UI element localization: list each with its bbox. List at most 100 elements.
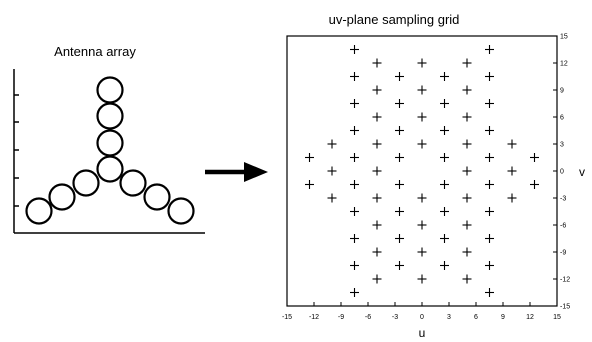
uv-sample-point [350, 288, 359, 297]
uv-sample-point [462, 247, 472, 257]
uv-sample-point [440, 99, 449, 108]
antenna-elements [25, 76, 195, 225]
x-tick-label: -12 [309, 314, 319, 321]
uv-sample-point [395, 180, 404, 189]
uv-sample-point [440, 180, 449, 189]
uv-sample-point [395, 72, 404, 81]
y-tick-label: -3 [560, 196, 566, 203]
uv-sample-point [372, 193, 382, 203]
x-tick-label: 6 [474, 314, 478, 321]
uv-sample-point [440, 126, 449, 135]
antenna-element [96, 102, 124, 130]
uv-sample-point [440, 153, 449, 162]
uv-sample-point [485, 207, 494, 216]
uv-sample-point [327, 193, 337, 203]
uv-sample-point [350, 45, 359, 54]
y-tick-label: 12 [560, 61, 568, 68]
uv-sample-point [417, 274, 427, 284]
x-tick-group: -15 -12 -9 -6 -3 0 3 6 9 12 15 [282, 302, 561, 321]
y-tick-label: -6 [560, 223, 566, 230]
uv-sample-point [462, 220, 472, 230]
uv-sample-point [395, 261, 404, 270]
uv-sample-point [327, 166, 337, 176]
y-tick-group: 15 12 9 6 3 0 -3 -6 -9 -12 -15 [553, 34, 570, 311]
uv-sample-point [350, 234, 359, 243]
uv-sample-point [462, 274, 472, 284]
uv-sample-point [395, 234, 404, 243]
uv-sample-point [507, 193, 517, 203]
uv-sample-point [462, 58, 472, 68]
x-tick-label: 15 [553, 314, 561, 321]
antenna-element [119, 169, 147, 197]
x-axis-label: u [419, 326, 426, 340]
uv-sample-point [417, 58, 427, 68]
x-tick-label: 9 [501, 314, 505, 321]
uv-sample-point [350, 180, 359, 189]
uv-sample-point [485, 99, 494, 108]
antenna-element [25, 197, 53, 225]
uv-sample-point [417, 139, 427, 149]
y-axis-label: v [579, 165, 585, 179]
uv-sample-point [372, 166, 382, 176]
uv-sample-point [485, 180, 494, 189]
uv-sample-point [327, 139, 337, 149]
uv-sample-point [485, 288, 494, 297]
antenna-element [143, 183, 171, 211]
uv-sample-point [305, 153, 314, 162]
y-tick-label: 3 [560, 142, 564, 149]
uv-sample-point [395, 207, 404, 216]
antenna-array-title: Antenna array [54, 44, 136, 59]
uv-sample-point [485, 261, 494, 270]
antenna-element [96, 129, 124, 157]
uv-plane-title: uv-plane sampling grid [329, 12, 460, 27]
uv-sample-points [305, 45, 539, 297]
uv-sample-point [372, 139, 382, 149]
uv-sample-point [417, 220, 427, 230]
uv-sample-point [507, 166, 517, 176]
uv-sample-point [395, 99, 404, 108]
uv-sample-point [485, 153, 494, 162]
antenna-element [96, 155, 124, 183]
y-tick-label: -15 [560, 304, 570, 311]
uv-sample-point [462, 139, 472, 149]
y-tick-label: -12 [560, 277, 570, 284]
arrow-icon [205, 162, 268, 182]
uv-sample-point [350, 72, 359, 81]
antenna-array-frame [13, 69, 205, 234]
uv-sample-point [530, 180, 539, 189]
uv-sample-point [462, 112, 472, 122]
uv-sample-point [462, 85, 472, 95]
uv-sample-point [462, 166, 472, 176]
x-tick-label: 12 [526, 314, 534, 321]
x-tick-label: -6 [365, 314, 371, 321]
uv-sample-point [395, 153, 404, 162]
uv-sample-point [350, 126, 359, 135]
uv-sample-point [417, 85, 427, 95]
x-tick-label: 0 [420, 314, 424, 321]
antenna-element [72, 169, 100, 197]
antenna-element [167, 197, 195, 225]
uv-sample-point [485, 126, 494, 135]
uv-sample-point [485, 72, 494, 81]
antenna-element [48, 183, 76, 211]
uv-sample-point [485, 45, 494, 54]
x-tick-label: 3 [447, 314, 451, 321]
y-tick-label: -9 [560, 250, 566, 257]
uv-sample-point [507, 139, 517, 149]
y-tick-label: 15 [560, 34, 568, 41]
uv-sample-point [485, 234, 494, 243]
x-tick-label: -9 [338, 314, 344, 321]
uv-sample-point [372, 247, 382, 257]
x-tick-label: -3 [392, 314, 398, 321]
y-tick-label: 0 [560, 169, 564, 176]
uv-sample-point [350, 261, 359, 270]
uv-sample-point [395, 126, 404, 135]
uv-sample-point [372, 220, 382, 230]
uv-sample-point [372, 85, 382, 95]
uv-sample-point [440, 234, 449, 243]
x-tick-label: -15 [282, 314, 292, 321]
uv-sample-point [417, 193, 427, 203]
uv-sample-point [440, 72, 449, 81]
uv-sample-point [372, 58, 382, 68]
